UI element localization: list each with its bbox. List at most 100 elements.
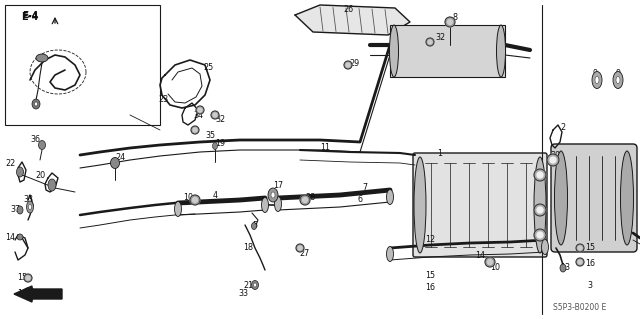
- Text: 21: 21: [243, 280, 253, 290]
- Circle shape: [24, 288, 32, 296]
- Text: 19: 19: [215, 138, 225, 147]
- Ellipse shape: [253, 283, 257, 287]
- Ellipse shape: [390, 25, 399, 77]
- Ellipse shape: [560, 264, 566, 272]
- Circle shape: [445, 17, 455, 27]
- Ellipse shape: [275, 197, 282, 211]
- Circle shape: [576, 258, 584, 266]
- Circle shape: [534, 169, 546, 181]
- Text: 33: 33: [238, 288, 248, 298]
- Circle shape: [426, 38, 434, 46]
- Text: 20: 20: [35, 170, 45, 180]
- Text: 33: 33: [23, 196, 33, 204]
- Text: 22: 22: [5, 159, 15, 167]
- Circle shape: [537, 232, 543, 238]
- Ellipse shape: [35, 102, 38, 106]
- Text: 13: 13: [560, 263, 570, 272]
- Circle shape: [211, 111, 219, 119]
- Circle shape: [344, 61, 352, 69]
- Ellipse shape: [554, 151, 568, 245]
- Circle shape: [534, 204, 546, 216]
- Ellipse shape: [592, 71, 602, 88]
- Text: 16: 16: [17, 288, 27, 298]
- Text: 14: 14: [5, 234, 15, 242]
- Ellipse shape: [32, 99, 40, 109]
- Ellipse shape: [17, 206, 23, 214]
- Ellipse shape: [212, 143, 218, 150]
- Polygon shape: [295, 5, 410, 35]
- Ellipse shape: [175, 202, 182, 217]
- Ellipse shape: [17, 234, 23, 240]
- Circle shape: [26, 290, 30, 294]
- Text: 16: 16: [425, 284, 435, 293]
- Ellipse shape: [29, 204, 31, 210]
- Circle shape: [447, 19, 452, 25]
- Text: 11: 11: [320, 144, 330, 152]
- Circle shape: [300, 195, 310, 205]
- Circle shape: [24, 274, 32, 282]
- Text: 30: 30: [550, 151, 560, 160]
- Ellipse shape: [252, 222, 257, 229]
- Text: 28: 28: [305, 192, 315, 202]
- Text: 24: 24: [115, 153, 125, 162]
- Text: 15: 15: [17, 273, 27, 283]
- Text: 14: 14: [475, 250, 485, 259]
- Ellipse shape: [38, 140, 45, 150]
- Text: 18: 18: [243, 243, 253, 253]
- Text: 12: 12: [425, 235, 435, 244]
- Circle shape: [534, 229, 546, 241]
- Circle shape: [485, 257, 495, 267]
- Text: 29: 29: [350, 60, 360, 69]
- Ellipse shape: [616, 77, 620, 84]
- FancyBboxPatch shape: [413, 153, 547, 257]
- Circle shape: [346, 63, 350, 67]
- Circle shape: [303, 197, 307, 203]
- Ellipse shape: [595, 77, 599, 84]
- Text: 2: 2: [561, 123, 566, 132]
- Text: E-4: E-4: [21, 12, 38, 22]
- Text: 3: 3: [588, 280, 593, 290]
- Text: 32: 32: [435, 33, 445, 42]
- Ellipse shape: [541, 240, 548, 255]
- Text: 10: 10: [183, 194, 193, 203]
- Bar: [390, 25, 505, 77]
- Text: S5P3-B0200 E: S5P3-B0200 E: [554, 303, 607, 313]
- Ellipse shape: [48, 179, 56, 191]
- Text: 15: 15: [585, 243, 595, 253]
- Ellipse shape: [262, 197, 269, 212]
- Circle shape: [488, 259, 493, 264]
- Circle shape: [193, 128, 197, 132]
- FancyBboxPatch shape: [551, 144, 637, 252]
- Ellipse shape: [111, 158, 120, 168]
- Text: 8: 8: [452, 13, 458, 23]
- Circle shape: [550, 157, 556, 163]
- Text: 26: 26: [343, 5, 353, 14]
- Circle shape: [213, 113, 217, 117]
- Text: 6: 6: [358, 196, 362, 204]
- Ellipse shape: [534, 157, 546, 253]
- Circle shape: [547, 154, 559, 166]
- Text: 36: 36: [30, 136, 40, 145]
- Circle shape: [298, 246, 302, 250]
- Circle shape: [193, 197, 198, 203]
- Circle shape: [578, 260, 582, 264]
- Text: 9: 9: [593, 69, 598, 78]
- Ellipse shape: [497, 25, 506, 77]
- Text: 32: 32: [215, 115, 225, 124]
- Text: 30: 30: [555, 166, 565, 174]
- Ellipse shape: [613, 71, 623, 88]
- Text: 17: 17: [273, 182, 283, 190]
- Ellipse shape: [26, 201, 33, 213]
- Circle shape: [190, 195, 200, 205]
- Circle shape: [578, 246, 582, 250]
- Text: 25: 25: [203, 63, 213, 72]
- Circle shape: [537, 172, 543, 178]
- Bar: [5, 5, 160, 125]
- Circle shape: [576, 244, 584, 252]
- Ellipse shape: [252, 280, 259, 290]
- Text: 30: 30: [555, 198, 565, 207]
- Text: 34: 34: [193, 110, 203, 120]
- Circle shape: [198, 108, 202, 112]
- Circle shape: [26, 276, 30, 280]
- Ellipse shape: [17, 167, 24, 177]
